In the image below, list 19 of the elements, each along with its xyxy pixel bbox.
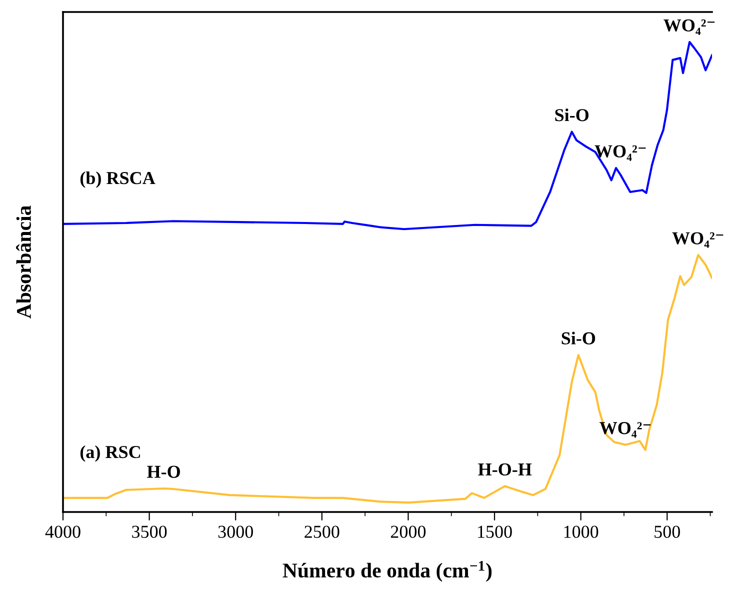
annotation: Si-O bbox=[555, 108, 589, 122]
x-tick-label: 2500 bbox=[304, 526, 340, 538]
x-tick-label: 3000 bbox=[218, 526, 253, 538]
x-tick-label: 3500 bbox=[132, 526, 167, 538]
annotation: H-O-H bbox=[478, 463, 532, 476]
x-tick-label: 500 bbox=[654, 526, 680, 538]
series-label: (b) RSCA bbox=[80, 171, 156, 188]
annotation: H-O bbox=[147, 466, 180, 478]
annotation: Si-O bbox=[562, 332, 596, 344]
x-tick-label: 1000 bbox=[564, 526, 598, 538]
x-tick-label: 2000 bbox=[390, 526, 426, 538]
series-label: (a) RSC bbox=[80, 445, 140, 462]
x-axis-title: Número de onda (cm$^{−1}$) bbox=[282, 561, 492, 582]
x-tick-label: 1500 bbox=[478, 526, 512, 538]
y-axis-title: Absorbância bbox=[16, 206, 31, 319]
x-tick-label: 4000 bbox=[45, 526, 80, 538]
annotation: WO₄²⁻ bbox=[664, 19, 715, 35]
annotation: WO₄²⁻ bbox=[594, 145, 646, 161]
annotation: WO₄²⁻ bbox=[672, 232, 724, 248]
